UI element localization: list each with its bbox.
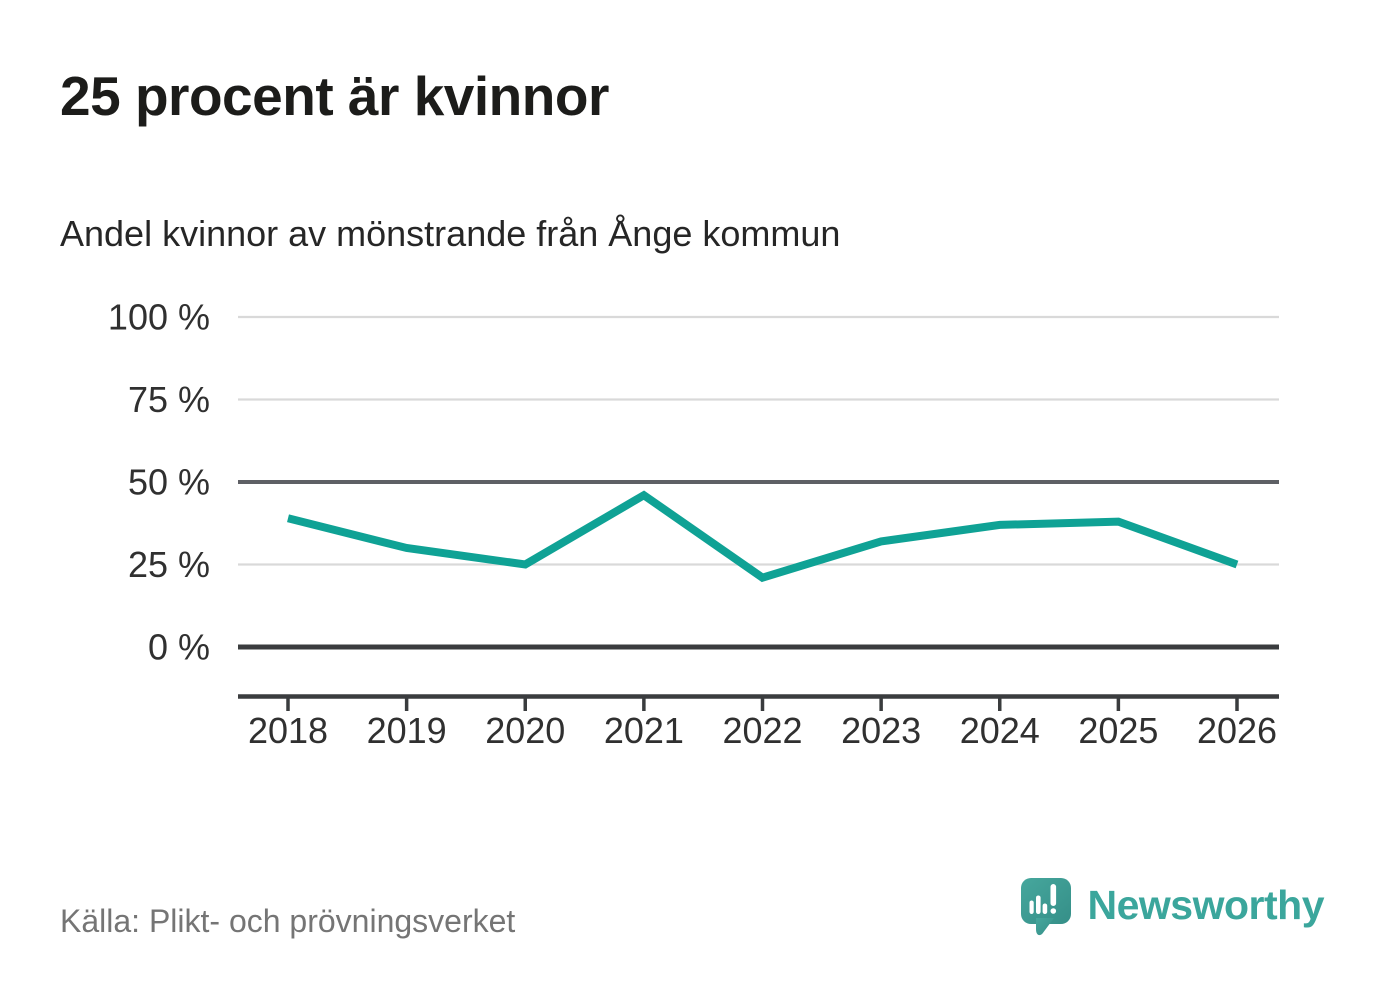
x-tick-label: 2023 xyxy=(841,710,921,751)
newsworthy-icon xyxy=(1020,878,1071,936)
bar-glyph xyxy=(1029,900,1034,914)
x-tick-label: 2020 xyxy=(485,710,565,751)
exclamation-bar-glyph xyxy=(1050,884,1056,906)
brand-name: Newsworthy xyxy=(1087,882,1325,928)
y-tick-label: 25 % xyxy=(128,544,210,585)
x-tick-label: 2019 xyxy=(367,710,447,751)
brand-logo: Newsworthy xyxy=(1020,878,1325,936)
y-tick-label: 50 % xyxy=(128,462,210,503)
line-chart: 2018 2019 2020 2021 2022 2023 2024 2025 2026 0 % 2… xyxy=(108,297,1279,751)
series-line xyxy=(287,490,1239,583)
exclamation-dot-glyph xyxy=(1050,908,1056,914)
speech-bubble xyxy=(1020,878,1071,924)
y-tick-label: 75 % xyxy=(128,379,210,420)
x-tick-label: 2024 xyxy=(960,710,1040,751)
x-tick-label: 2018 xyxy=(248,710,328,751)
source-note: Källa: Plikt- och prövningsverket xyxy=(60,903,516,939)
bar-glyph xyxy=(1035,895,1041,914)
chart-title: 25 procent är kvinnor xyxy=(60,65,609,127)
x-tick-label: 2025 xyxy=(1078,710,1158,751)
bar-glyph xyxy=(1042,903,1047,914)
chart-subtitle: Andel kvinnor av mönstrande från Ånge ko… xyxy=(60,213,841,254)
x-tick-label: 2022 xyxy=(722,710,802,751)
y-tick-label: 100 % xyxy=(108,297,210,338)
x-tick-label: 2021 xyxy=(604,710,684,751)
x-tick-label: 2026 xyxy=(1197,710,1277,751)
y-tick-label: 0 % xyxy=(148,627,210,668)
speech-bubble-tail xyxy=(1035,918,1054,936)
